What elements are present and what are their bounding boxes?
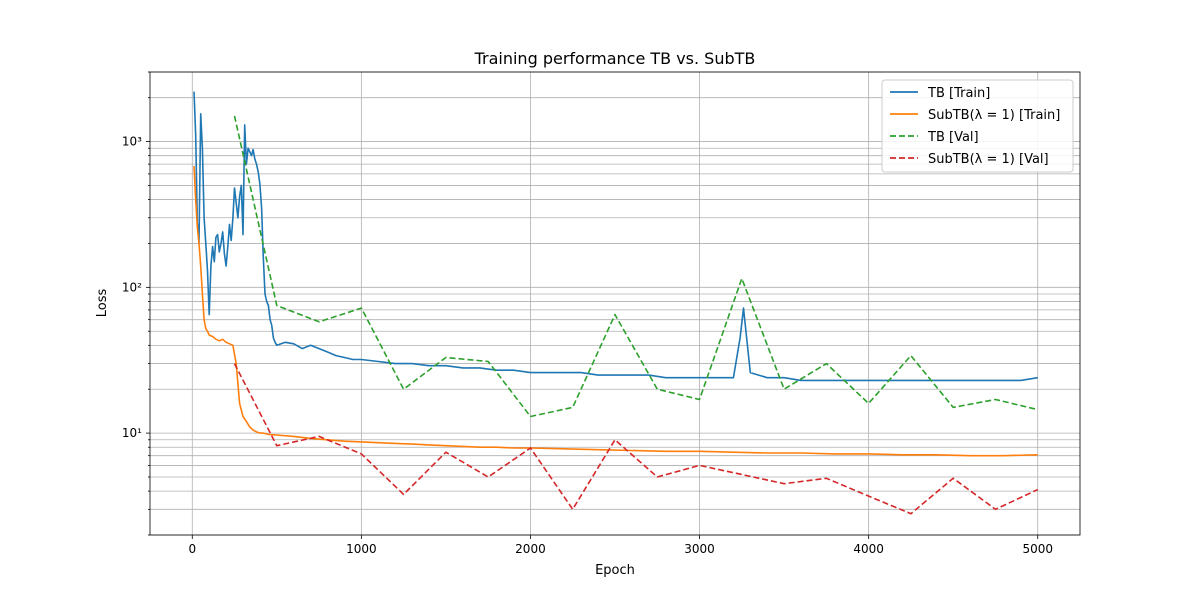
series-line-tb-train xyxy=(193,91,1038,382)
legend-label: TB [Val] xyxy=(927,130,979,145)
legend-box xyxy=(881,79,1074,173)
legend-label: SubTB(λ = 1) [Val] xyxy=(928,152,1049,167)
x-tick-label: 1000 xyxy=(346,542,377,556)
x-tick-label: 5000 xyxy=(1022,542,1053,556)
y-tick-label: 10³ xyxy=(122,135,142,149)
x-tick-label: 0 xyxy=(188,542,196,556)
plot-frame xyxy=(149,71,1081,536)
legend-label: TB [Train] xyxy=(927,86,990,101)
x-axis-label: Epoch xyxy=(595,563,635,578)
series-layer xyxy=(193,91,1039,515)
legend: TB [Train] SubTB(λ = 1) [Train] TB [Val] Su… xyxy=(881,79,1074,173)
y-tick-label: 10² xyxy=(122,280,142,294)
y-axis-label: Loss xyxy=(95,289,110,318)
legend-label: SubTB(λ = 1) [Train] xyxy=(928,108,1060,123)
x-tick-label: 3000 xyxy=(684,542,715,556)
chart-title: Training performance TB vs. SubTB xyxy=(474,49,756,68)
axis-ticks: 0 1000 2000 3000 4000 5000 10¹ 10² 10³ xyxy=(122,71,1053,556)
y-tick-label: 10¹ xyxy=(122,426,142,440)
series-line-subtb-train xyxy=(193,165,1038,457)
series-line-subtb-val xyxy=(233,363,1039,515)
x-tick-label: 2000 xyxy=(515,542,546,556)
x-tick-label: 4000 xyxy=(853,542,884,556)
series-line-tb-val xyxy=(233,115,1038,418)
